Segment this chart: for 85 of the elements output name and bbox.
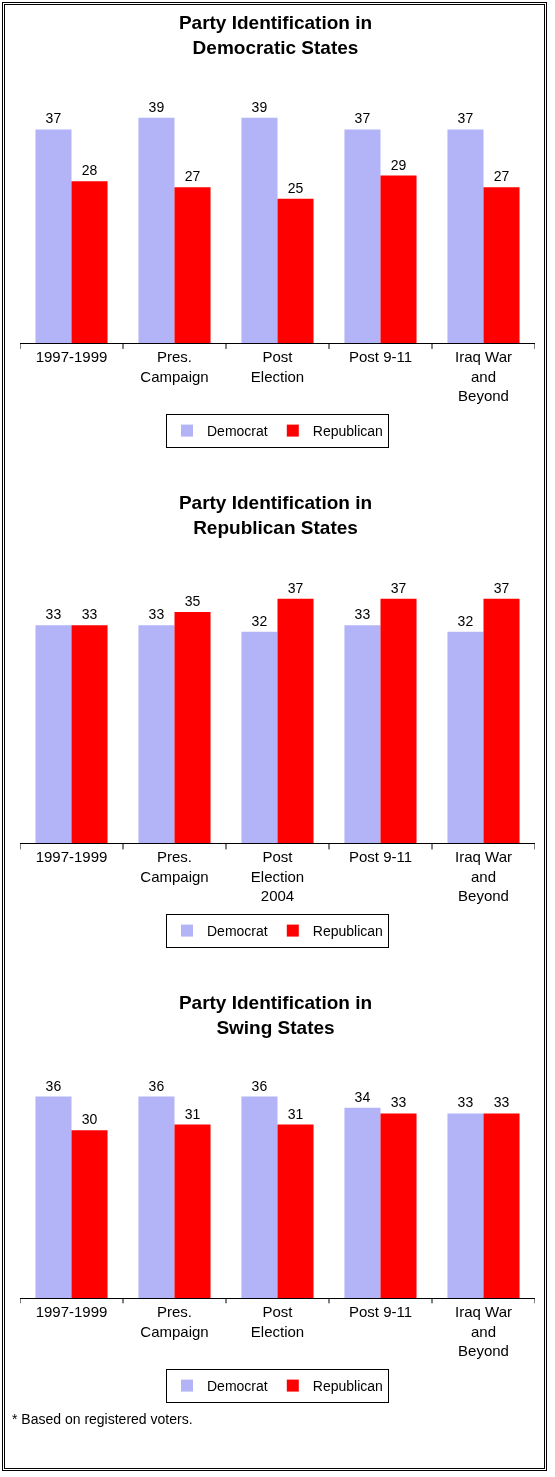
data-label: 25	[287, 179, 304, 196]
data-label: 33	[148, 606, 165, 623]
bar	[174, 612, 211, 843]
data-label: 34	[354, 1088, 371, 1105]
data-label: 33	[390, 1094, 407, 1111]
chart-title: Party Identification in Republican States	[178, 491, 373, 538]
data-label: 37	[287, 579, 304, 596]
bar	[277, 598, 314, 843]
data-label: 39	[251, 98, 268, 115]
x-tick-label: Post 9-11	[348, 348, 413, 365]
bar	[483, 187, 520, 343]
bar	[277, 198, 314, 343]
x-tick-label: 1997-1999	[35, 1303, 108, 1320]
x-tick-label: Post Election	[250, 348, 305, 385]
data-label: 37	[45, 110, 62, 127]
data-label: 37	[457, 110, 474, 127]
bar	[447, 129, 484, 343]
bar	[447, 1113, 484, 1298]
chart-title: Party Identification in Swing States	[178, 991, 373, 1038]
legend-label: Democrat	[207, 423, 268, 440]
data-label: 31	[184, 1105, 201, 1122]
data-label: 29	[390, 156, 407, 173]
text: * Based on registered voters.	[12, 1411, 193, 1427]
x-tick-label: Iraq War and Beyond	[455, 1303, 512, 1359]
data-label: 28	[81, 162, 98, 179]
data-label: 33	[45, 606, 62, 623]
x-tick-label: Post Election 2004	[250, 848, 305, 904]
bar	[483, 598, 520, 843]
x-tick-label: Iraq War and Beyond	[455, 848, 512, 904]
x-tick-label: Pres. Campaign	[140, 1303, 209, 1340]
bar	[447, 631, 484, 843]
x-tick-label: Pres. Campaign	[140, 348, 209, 385]
x-tick-label: 1997-1999	[35, 848, 108, 865]
bar	[344, 625, 381, 843]
data-label: 31	[287, 1105, 304, 1122]
x-tick-label: Post 9-11	[348, 1303, 413, 1320]
bar	[71, 625, 108, 843]
bar	[241, 117, 278, 343]
bar	[241, 1096, 278, 1298]
legend-label: Republican	[312, 923, 383, 940]
bar	[483, 1113, 520, 1298]
bar	[71, 181, 108, 343]
bar	[380, 1113, 417, 1298]
bar	[71, 1130, 108, 1298]
bar	[138, 625, 175, 843]
bar	[35, 129, 72, 343]
data-label: 39	[148, 98, 165, 115]
bar	[241, 631, 278, 843]
bar	[174, 1124, 211, 1298]
x-tick-label: Post 9-11	[348, 848, 413, 865]
data-label: 32	[457, 612, 474, 629]
data-label: 37	[354, 110, 371, 127]
bar	[174, 187, 211, 343]
bar	[138, 117, 175, 343]
bar	[344, 129, 381, 343]
bar	[138, 1096, 175, 1298]
data-label: 36	[148, 1077, 165, 1094]
data-label: 30	[81, 1111, 98, 1128]
bar	[380, 598, 417, 843]
bar	[35, 625, 72, 843]
legend-label: Democrat	[207, 923, 268, 940]
data-label: 33	[493, 1094, 510, 1111]
bar	[277, 1124, 314, 1298]
x-tick-label: Post Election	[250, 1303, 305, 1340]
legend-label: Democrat	[207, 1378, 268, 1395]
chart-title: Party Identification in Democratic States	[178, 11, 373, 58]
bar	[344, 1107, 381, 1298]
x-tick-label: 1997-1999	[35, 348, 108, 365]
data-label: 27	[493, 168, 510, 185]
x-tick-label: Iraq War and Beyond	[455, 348, 512, 404]
data-label: 36	[45, 1077, 62, 1094]
data-label: 32	[251, 612, 268, 629]
data-label: 36	[251, 1077, 268, 1094]
data-label: 37	[390, 579, 407, 596]
legend-label: Republican	[312, 423, 383, 440]
legend-label: Republican	[312, 1378, 383, 1395]
data-label: 33	[457, 1094, 474, 1111]
x-tick-label: Pres. Campaign	[140, 848, 209, 885]
data-label: 35	[184, 593, 201, 610]
data-label: 37	[493, 579, 510, 596]
data-label: 33	[354, 606, 371, 623]
bar	[35, 1096, 72, 1298]
data-label: 27	[184, 168, 201, 185]
bar	[380, 175, 417, 343]
data-label: 33	[81, 606, 98, 623]
